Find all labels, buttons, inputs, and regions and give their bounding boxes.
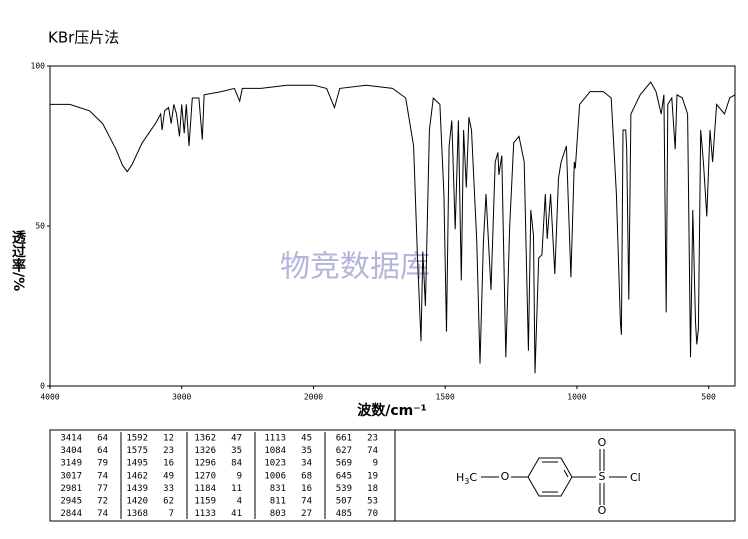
y-axis-label: 透过率/% (10, 230, 26, 291)
method-note: KBr压片法 (48, 29, 119, 47)
peak-wavenumber: 2844 (60, 509, 82, 519)
table-frame (49, 429, 736, 522)
plot-frame (49, 65, 736, 387)
peak-wavenumber: 1439 (126, 484, 148, 494)
atom-label: S (599, 470, 606, 483)
peak-transmittance: 23 (367, 434, 378, 444)
x-tick-label: 1500 (436, 393, 455, 402)
molecule-bonds (481, 449, 627, 505)
peak-wavenumber: 3017 (60, 471, 82, 481)
x-tick-label: 3000 (172, 393, 191, 402)
peak-transmittance: 35 (301, 446, 312, 456)
peak-wavenumber: 1326 (194, 446, 216, 456)
peak-wavenumber: 2981 (60, 484, 82, 494)
peak-wavenumber: 3414 (60, 434, 82, 444)
atom-label: H3C (456, 471, 477, 486)
y-tick-label: 100 (31, 62, 46, 71)
peak-transmittance: 68 (301, 471, 312, 481)
peak-wavenumber: 507 (336, 497, 352, 507)
peak-wavenumber: 1362 (194, 434, 216, 444)
peak-transmittance: 74 (301, 497, 312, 507)
peak-transmittance: 79 (97, 459, 108, 469)
peak-transmittance: 35 (231, 446, 242, 456)
peak-transmittance: 23 (163, 446, 174, 456)
peak-wavenumber: 1023 (264, 459, 286, 469)
atom-label: O (598, 436, 607, 449)
peak-transmittance: 49 (163, 471, 174, 481)
y-tick-label: 0 (40, 382, 45, 391)
peak-transmittance: 16 (163, 459, 174, 469)
peak-wavenumber: 831 (270, 484, 286, 494)
peak-wavenumber: 3404 (60, 446, 82, 456)
peak-transmittance: 84 (231, 459, 242, 469)
peak-transmittance: 64 (97, 446, 108, 456)
peak-transmittance: 18 (367, 484, 378, 494)
peak-transmittance: 41 (231, 509, 242, 519)
watermark: 物竞数据库 (280, 250, 430, 285)
x-tick-label: 2000 (304, 393, 323, 402)
peak-wavenumber: 1159 (194, 497, 216, 507)
peak-transmittance: 34 (301, 459, 312, 469)
peak-wavenumber: 1368 (126, 509, 148, 519)
peak-transmittance: 53 (367, 497, 378, 507)
peak-transmittance: 72 (97, 497, 108, 507)
peak-wavenumber: 1006 (264, 471, 286, 481)
peak-transmittance: 77 (97, 484, 108, 494)
peak-transmittance: 74 (97, 509, 108, 519)
peak-transmittance: 62 (163, 497, 174, 507)
x-tick-label: 500 (701, 393, 716, 402)
peak-wavenumber: 1184 (194, 484, 216, 494)
peak-wavenumber: 1575 (126, 446, 148, 456)
peak-wavenumber: 1296 (194, 459, 216, 469)
peak-wavenumber: 569 (336, 459, 352, 469)
atom-label: Cl (630, 471, 641, 484)
peak-wavenumber: 1133 (194, 509, 216, 519)
peak-wavenumber: 1113 (264, 434, 286, 444)
peak-wavenumber: 811 (270, 497, 286, 507)
peak-transmittance: 70 (367, 509, 378, 519)
peak-wavenumber: 1592 (126, 434, 148, 444)
peak-transmittance: 33 (163, 484, 174, 494)
atom-label: O (501, 470, 510, 483)
peak-wavenumber: 627 (336, 446, 352, 456)
peak-wavenumber: 661 (336, 434, 352, 444)
peak-transmittance: 11 (231, 484, 242, 494)
peak-transmittance: 19 (367, 471, 378, 481)
x-axis-label: 波数/cm⁻¹ (357, 402, 427, 419)
y-tick-label: 50 (35, 222, 45, 231)
peak-transmittance: 74 (367, 446, 378, 456)
atom-label: O (598, 504, 607, 517)
peak-transmittance: 4 (237, 497, 242, 507)
peak-transmittance: 16 (301, 484, 312, 494)
peak-transmittance: 7 (169, 509, 174, 519)
spectrum-line (50, 81, 736, 374)
x-tick-label: 1000 (567, 393, 586, 402)
peak-wavenumber: 3149 (60, 459, 82, 469)
peak-wavenumber: 1270 (194, 471, 216, 481)
peak-wavenumber: 485 (336, 509, 352, 519)
peak-transmittance: 9 (237, 471, 242, 481)
peak-wavenumber: 803 (270, 509, 286, 519)
peak-transmittance: 64 (97, 434, 108, 444)
peak-transmittance: 45 (301, 434, 312, 444)
peak-wavenumber: 645 (336, 471, 352, 481)
peak-transmittance: 9 (373, 459, 378, 469)
x-tick-label: 4000 (40, 393, 59, 402)
peak-wavenumber: 2945 (60, 497, 82, 507)
peak-transmittance: 12 (163, 434, 174, 444)
peak-wavenumber: 1495 (126, 459, 148, 469)
peak-wavenumber: 539 (336, 484, 352, 494)
peak-transmittance: 47 (231, 434, 242, 444)
peak-wavenumber: 1462 (126, 471, 148, 481)
peak-transmittance: 74 (97, 471, 108, 481)
peak-transmittance: 27 (301, 509, 312, 519)
peak-wavenumber: 1420 (126, 497, 148, 507)
peak-wavenumber: 1084 (264, 446, 286, 456)
